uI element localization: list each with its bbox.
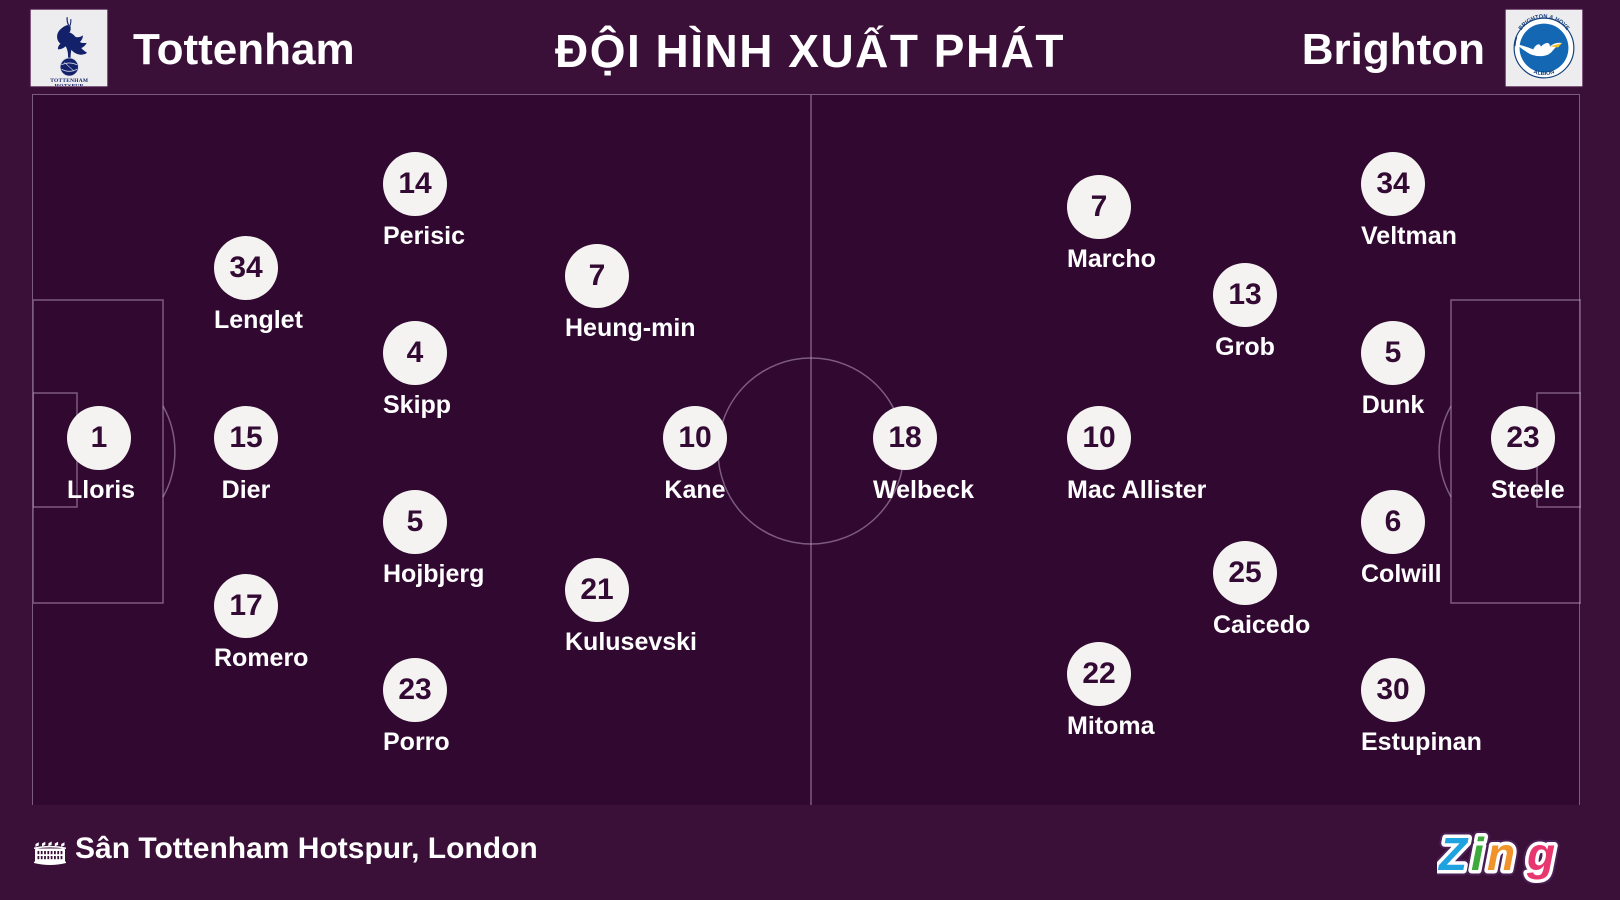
- svg-text:i: i: [1471, 828, 1485, 880]
- svg-text:HOTSPUR: HOTSPUR: [55, 83, 84, 86]
- svg-text:Z: Z: [1437, 828, 1469, 880]
- svg-text:g: g: [1526, 828, 1555, 880]
- svg-text:n: n: [1487, 828, 1515, 880]
